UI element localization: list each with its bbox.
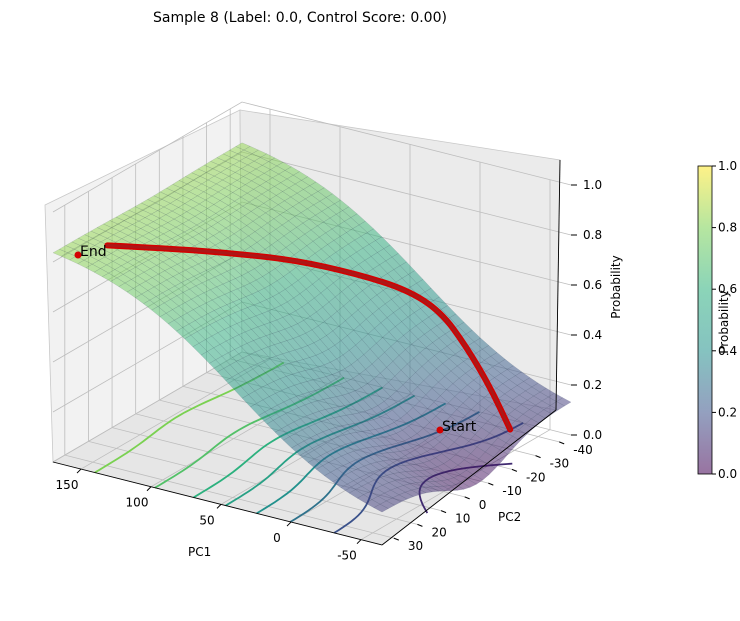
y-tick-mark	[464, 496, 470, 500]
colorbar-gradient	[697, 165, 713, 475]
y-axis-line	[381, 409, 557, 546]
z-tick-label: 0.6	[583, 278, 602, 292]
z-axis-line	[555, 159, 561, 411]
x-tick-label: 150	[56, 478, 79, 492]
x-tick-label: 0	[273, 531, 281, 545]
y-tick-label: -10	[502, 484, 522, 498]
colorbar-tick-label: 0.4	[718, 344, 737, 358]
y-tick-mark	[559, 441, 565, 445]
colorbar-tick-label: 0.6	[718, 282, 737, 296]
colorbar-tick-label: 0.0	[718, 467, 737, 481]
y-tick-label: 20	[431, 525, 446, 539]
chart-title: Sample 8 (Label: 0.0, Control Score: 0.0…	[153, 10, 447, 26]
x-tick-mark	[216, 504, 222, 509]
y-tick-mark	[393, 537, 399, 541]
y-ticks: -40-30 -20 -10 0 10 20 30	[393, 441, 593, 553]
probability-surface	[52, 142, 572, 513]
end-marker	[74, 251, 82, 259]
y-tick-label: -30	[550, 457, 570, 471]
z-tick-label: 0.8	[583, 228, 602, 242]
y-tick-mark	[511, 468, 518, 472]
y-tick-mark	[440, 510, 447, 514]
x-tick-label: 50	[199, 513, 214, 527]
z-tick-label: 0.4	[583, 328, 602, 342]
gridline-z	[52, 101, 572, 213]
y-tick-mark	[488, 482, 494, 486]
y-tick-label: -40	[573, 443, 593, 457]
y-tick-mark	[417, 523, 423, 527]
z-ticks: 0.0 0.2 0.4 0.6 0.8 1.0	[571, 178, 602, 442]
x-tick-mark	[146, 486, 152, 492]
colorbar-label: Probability	[717, 290, 731, 353]
colorbar-tick-label: 1.0	[718, 159, 737, 173]
x-tick-label: 100	[126, 496, 149, 510]
z-tick-label: 0.2	[583, 378, 602, 392]
y-tick-label: 30	[408, 539, 423, 553]
x-tick-mark	[286, 521, 292, 527]
start-label: Start	[442, 419, 477, 435]
z-axis-label: Probability	[609, 255, 623, 318]
end-label: End	[80, 244, 107, 260]
x-ticks: 150 100 50 0 -50	[56, 468, 362, 563]
y-tick-label: -20	[526, 470, 546, 484]
y-axis-label: PC2	[498, 510, 521, 524]
colorbar-tick-label: 0.8	[718, 221, 737, 235]
axes-lines	[52, 159, 561, 546]
start-marker	[436, 426, 444, 434]
x-tick-label: -50	[337, 549, 357, 563]
z-tick-label: 1.0	[583, 178, 602, 192]
x-axis-label: PC1	[188, 545, 211, 559]
trajectory: End Start	[74, 242, 514, 435]
colorbar-ticks: 0.0 0.2 0.4 0.6 0.8 1.0	[712, 159, 737, 481]
y-tick-label: 0	[479, 498, 487, 512]
x-tick-mark	[76, 468, 82, 474]
x-tick-mark	[356, 539, 362, 545]
colorbar-tick-label: 0.2	[718, 405, 737, 419]
x-axis-line	[52, 461, 383, 546]
surface-cell	[373, 503, 389, 513]
z-tick-label: 0.0	[583, 428, 602, 442]
trajectory-highlight	[105, 243, 512, 432]
y-tick-mark	[535, 455, 541, 459]
colorbar: 0.0 0.2 0.4 0.6 0.8 1.0 Probability	[697, 159, 737, 481]
y-tick-label: 10	[455, 512, 470, 526]
